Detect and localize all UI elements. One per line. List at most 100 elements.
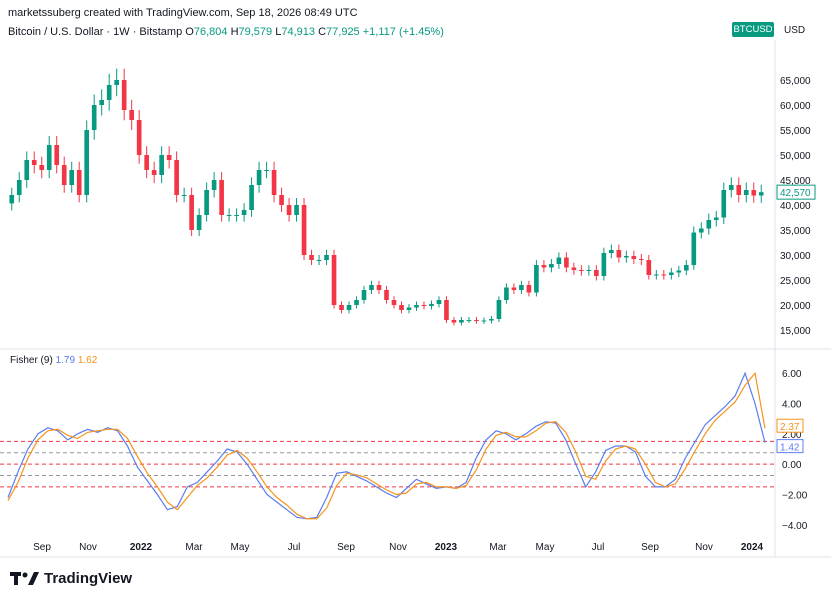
- candle: [256, 161, 262, 193]
- price-axis[interactable]: 65,000 60,000 55,000 50,000 45,000 40,000 35,0…: [780, 76, 811, 337]
- candle: [639, 253, 644, 266]
- candle: [594, 265, 599, 281]
- candle: [653, 269, 659, 280]
- low-label: L: [275, 26, 282, 38]
- price-tick-label: 45,000: [780, 176, 811, 187]
- candle: [444, 296, 449, 323]
- candle: [121, 68, 127, 121]
- price-tick-label: 40,000: [780, 201, 811, 212]
- candle: [16, 172, 22, 203]
- candle: [376, 280, 382, 295]
- candle: [691, 226, 697, 270]
- candle: [369, 280, 374, 295]
- time-tick-label: May: [536, 542, 555, 553]
- candle: [354, 296, 359, 309]
- chart-credit: marketssuberg created with TradingView.c…: [8, 7, 358, 19]
- candle: [144, 146, 149, 179]
- candle: [414, 301, 419, 311]
- candle: [631, 250, 637, 265]
- candle: [54, 135, 60, 174]
- candle: [406, 304, 412, 314]
- candle: [436, 296, 442, 308]
- candle: [346, 301, 352, 314]
- close-label: C: [318, 26, 327, 38]
- price-tick-label: 55,000: [780, 126, 811, 137]
- time-tick-label: Nov: [389, 542, 407, 553]
- candle: [151, 161, 157, 184]
- candle: [504, 283, 509, 304]
- time-tick-label: May: [231, 542, 250, 553]
- candle: [84, 120, 90, 203]
- fisher-line: [7, 371, 766, 520]
- fisher-value: 1.79: [55, 355, 76, 366]
- candle: [106, 73, 112, 111]
- candle: [309, 249, 314, 266]
- candle: [46, 135, 52, 179]
- candle: [758, 184, 764, 203]
- candle: [324, 249, 329, 266]
- last-price-badge: 42,570: [776, 184, 816, 200]
- time-tick-label: Sep: [641, 542, 659, 553]
- fisher-badge: 1.42: [776, 439, 804, 454]
- candle: [331, 249, 337, 309]
- tradingview-logo-text: TradingView: [44, 570, 133, 587]
- candle: [511, 283, 517, 295]
- candle: [736, 177, 742, 203]
- candle: [646, 254, 652, 280]
- fisher-tick-label: 4.00: [782, 400, 802, 411]
- candle: [743, 182, 749, 203]
- candle: [624, 250, 629, 263]
- candle: [728, 177, 734, 198]
- candle: [706, 213, 712, 235]
- candle: [226, 208, 232, 222]
- candle: [661, 269, 667, 280]
- candle: [241, 203, 247, 222]
- last-price-text: 42,570: [780, 188, 811, 199]
- fisher-name: Fisher (9): [10, 355, 53, 366]
- candle: [181, 187, 187, 203]
- candle: [196, 208, 202, 237]
- fisher-series: [7, 371, 766, 520]
- candle: [136, 110, 142, 164]
- candle: [534, 260, 539, 297]
- candle: [474, 317, 479, 324]
- fisher-tick-label: 0.00: [782, 460, 802, 471]
- candle: [721, 182, 727, 225]
- high-label: H: [230, 26, 239, 38]
- candle: [601, 247, 607, 281]
- candle: [429, 300, 434, 310]
- price-tick-label: 20,000: [780, 301, 811, 312]
- candle: [579, 265, 584, 276]
- candle: [24, 151, 30, 188]
- candle: [286, 198, 292, 222]
- candle: [39, 156, 45, 179]
- open-label: O: [185, 26, 194, 38]
- price-change: +1,117 (+1.45%): [362, 26, 444, 38]
- currency-label[interactable]: USD: [784, 25, 806, 36]
- candle: [301, 198, 307, 261]
- time-tick-label: Sep: [337, 542, 355, 553]
- candle: [61, 156, 67, 193]
- fisher-tick-label: −4.00: [782, 521, 808, 532]
- candle: [459, 317, 464, 326]
- candle: [391, 296, 397, 309]
- fisher-levels: [0, 440, 775, 488]
- time-tick-label: Sep: [33, 542, 51, 553]
- trigger-badge: 2.37: [776, 418, 804, 433]
- candle: [234, 208, 239, 222]
- candle: [399, 301, 404, 314]
- time-axis[interactable]: Sep Nov 2022 Mar May Jul Sep Nov 2023 Mar May Jul Se…: [33, 542, 763, 553]
- candle: [166, 146, 172, 169]
- candle: [294, 198, 299, 222]
- time-tick-label: 2022: [130, 542, 153, 553]
- last-value-badges: 42,570 2.37 1.42: [776, 184, 816, 454]
- candle: [668, 267, 674, 280]
- fisher-axis[interactable]: 6.00 4.00 2.00 0.00 −2.00 −4.00: [782, 369, 808, 532]
- time-tick-label: Nov: [79, 542, 97, 553]
- candle: [9, 187, 15, 211]
- badge-text: 1.42: [780, 443, 800, 454]
- candle: [99, 89, 105, 116]
- candle: [713, 210, 719, 227]
- candle: [421, 301, 427, 310]
